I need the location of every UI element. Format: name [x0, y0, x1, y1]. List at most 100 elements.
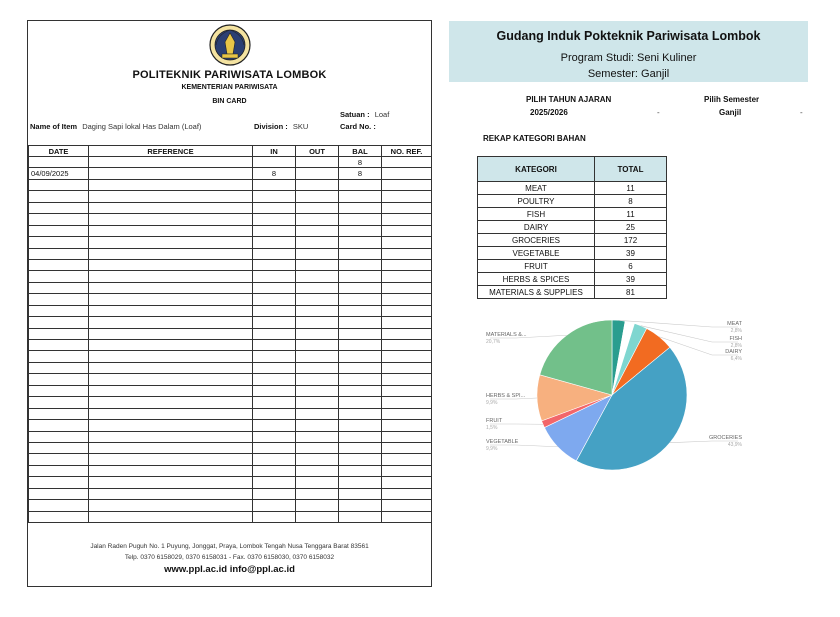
cell-in[interactable]: [252, 510, 296, 524]
cell-reference[interactable]: [88, 236, 253, 249]
cell-bal[interactable]: [338, 419, 382, 432]
cell-in[interactable]: [252, 384, 296, 398]
cell-date[interactable]: [28, 236, 89, 249]
cell-no-ref[interactable]: [381, 178, 432, 192]
cell-date[interactable]: [28, 190, 89, 203]
cell-no-ref[interactable]: [381, 361, 432, 375]
cell-no-ref[interactable]: [381, 201, 432, 215]
cell-reference[interactable]: [88, 327, 253, 341]
cell-bal[interactable]: [338, 270, 382, 283]
cell-date[interactable]: [28, 350, 89, 363]
cell-no-ref[interactable]: [381, 247, 432, 260]
cell-reference[interactable]: [88, 396, 253, 409]
cell-in[interactable]: [252, 247, 296, 260]
cell-out[interactable]: [295, 258, 339, 272]
cell-reference[interactable]: [88, 293, 253, 306]
year-dropdown-icon[interactable]: -: [657, 108, 660, 117]
cell-no-ref[interactable]: [381, 476, 432, 489]
cell-no-ref[interactable]: [381, 213, 432, 226]
item-value[interactable]: Daging Sapi lokal Has Dalam (Loaf): [82, 122, 202, 131]
cell-in[interactable]: [252, 293, 296, 306]
footer-web[interactable]: www.ppl.ac.id info@ppl.ac.id: [164, 564, 295, 575]
cell-no-ref[interactable]: [381, 327, 432, 341]
cell-out[interactable]: [295, 167, 339, 180]
cell-out[interactable]: [295, 190, 339, 203]
cell-date[interactable]: [28, 419, 89, 432]
cell-in[interactable]: [252, 213, 296, 226]
cell-reference[interactable]: [88, 304, 253, 318]
cell-out[interactable]: [295, 155, 339, 169]
cell-date[interactable]: [28, 213, 89, 226]
cell-date[interactable]: [28, 384, 89, 398]
cell-out[interactable]: [295, 384, 339, 398]
cell-out[interactable]: [295, 441, 339, 455]
cell-in[interactable]: [252, 419, 296, 432]
cell-out[interactable]: [295, 213, 339, 226]
cell-date[interactable]: [28, 510, 89, 524]
cell-reference[interactable]: [88, 270, 253, 283]
cell-no-ref[interactable]: [381, 167, 432, 180]
cell-no-ref[interactable]: [381, 236, 432, 249]
cell-reference[interactable]: [88, 419, 253, 432]
cell-date[interactable]: [28, 441, 89, 455]
cell-bal[interactable]: [338, 224, 382, 238]
cell-out[interactable]: [295, 373, 339, 386]
cell-reference[interactable]: [88, 407, 253, 421]
cell-in[interactable]: [252, 350, 296, 363]
cell-bal[interactable]: [338, 327, 382, 341]
cell-out[interactable]: [295, 407, 339, 421]
cell-date[interactable]: [28, 316, 89, 329]
cell-in[interactable]: [252, 441, 296, 455]
cell-bal[interactable]: 8: [338, 167, 382, 180]
cell-out[interactable]: [295, 350, 339, 363]
cell-in[interactable]: [252, 236, 296, 249]
cell-date[interactable]: [28, 270, 89, 283]
cell-date[interactable]: [28, 373, 89, 386]
cell-no-ref[interactable]: [381, 487, 432, 501]
cell-reference[interactable]: [88, 258, 253, 272]
cell-reference[interactable]: [88, 224, 253, 238]
cell-bal[interactable]: [338, 499, 382, 512]
cell-date[interactable]: [28, 178, 89, 192]
cell-date[interactable]: [28, 464, 89, 478]
cell-date[interactable]: [28, 304, 89, 318]
cell-no-ref[interactable]: [381, 338, 432, 352]
cell-in[interactable]: [252, 453, 296, 466]
cell-reference[interactable]: [88, 487, 253, 501]
cell-reference[interactable]: [88, 453, 253, 466]
cell-in[interactable]: [252, 476, 296, 489]
cell-out[interactable]: [295, 270, 339, 283]
cell-reference[interactable]: [88, 373, 253, 386]
cell-bal[interactable]: [338, 430, 382, 443]
cell-bal[interactable]: [338, 213, 382, 226]
cell-bal[interactable]: [338, 201, 382, 215]
cell-out[interactable]: [295, 464, 339, 478]
cell-bal[interactable]: [338, 441, 382, 455]
cell-in[interactable]: [252, 361, 296, 375]
cell-no-ref[interactable]: [381, 316, 432, 329]
cell-out[interactable]: [295, 338, 339, 352]
cell-bal[interactable]: [338, 316, 382, 329]
cell-in[interactable]: [252, 396, 296, 409]
cell-out[interactable]: [295, 476, 339, 489]
cell-date[interactable]: [28, 430, 89, 443]
cell-reference[interactable]: [88, 190, 253, 203]
cell-bal[interactable]: [338, 384, 382, 398]
cell-in[interactable]: [252, 190, 296, 203]
cell-in[interactable]: [252, 258, 296, 272]
cell-in[interactable]: [252, 304, 296, 318]
cell-date[interactable]: [28, 361, 89, 375]
cell-reference[interactable]: [88, 430, 253, 443]
semester-select-value[interactable]: Ganjil: [719, 108, 742, 117]
cell-in[interactable]: [252, 270, 296, 283]
cell-no-ref[interactable]: [381, 453, 432, 466]
cell-no-ref[interactable]: [381, 350, 432, 363]
cell-date[interactable]: [28, 396, 89, 409]
cell-in[interactable]: [252, 430, 296, 443]
cell-date[interactable]: [28, 281, 89, 295]
cell-bal[interactable]: [338, 178, 382, 192]
cell-bal[interactable]: [338, 258, 382, 272]
cell-reference[interactable]: [88, 361, 253, 375]
cell-bal[interactable]: [338, 453, 382, 466]
cell-date[interactable]: [28, 293, 89, 306]
